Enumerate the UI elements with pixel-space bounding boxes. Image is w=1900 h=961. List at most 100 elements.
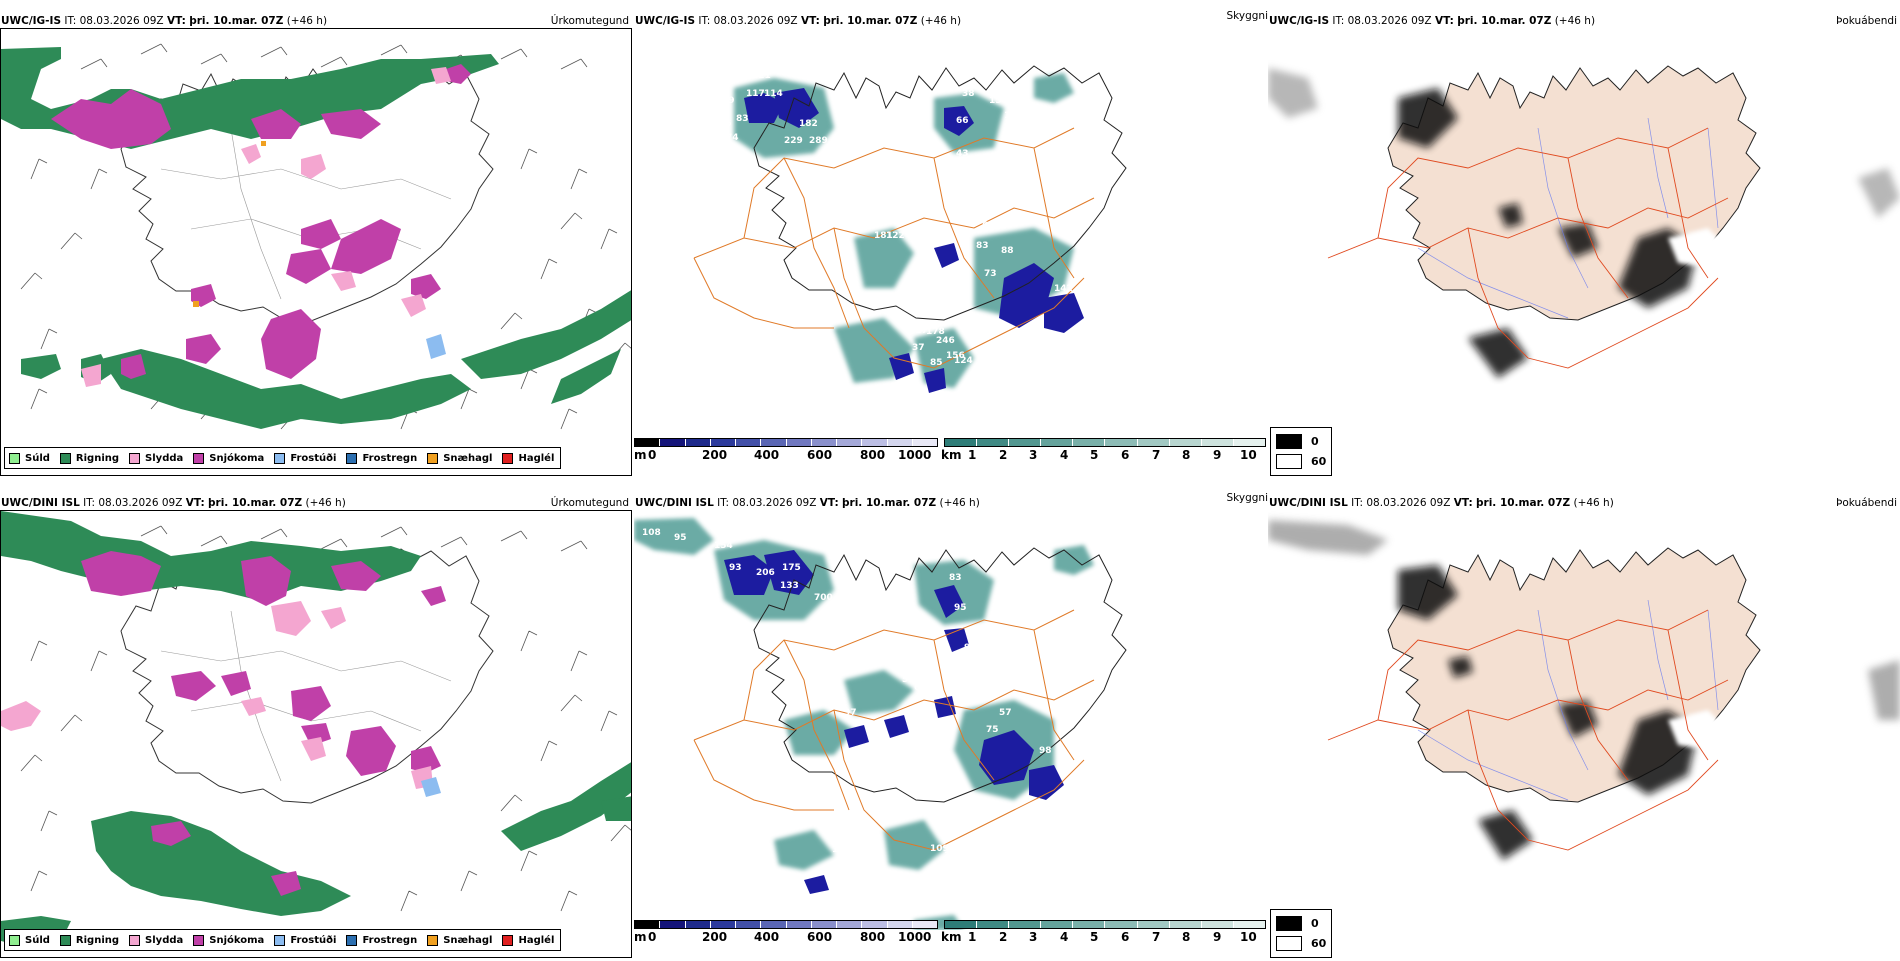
legend-label: Frostregn [362,452,418,464]
colorbar-tick: 2 [999,930,1008,944]
colorbar-segment [1169,921,1202,928]
ice-pellet-areas [193,141,266,307]
colorbar-segment [1041,439,1074,446]
cloud-value-label: 103 [969,206,988,216]
colorbar-segment [945,921,978,928]
cloud-value-label: 41 [1058,758,1071,768]
fog-legend: 0 60 [1270,427,1332,476]
model-name: UWC/DINI ISL [1269,497,1348,509]
colorbar-tick: 10 [1240,930,1257,944]
cloud-value-label: 114 [764,89,783,99]
colorbar-unit: km [941,448,962,462]
cloud-value-label: 121 [752,71,771,81]
init-time: 08.03.2026 09Z [1366,497,1451,509]
colorbar-tick: 1 [968,930,977,944]
model-name: UWC/DINI ISL [635,497,714,509]
panel-title: Skyggni [1226,492,1269,504]
cloud-value-label: 55 [902,675,915,685]
vt-label: VT: [1453,497,1473,509]
legend-item-ice-pellets: Snæhagl [427,934,492,946]
it-label: IT: [698,15,711,27]
colorbar-tick: 8 [1182,930,1191,944]
colorbar-segment [811,439,837,446]
colorbar-tick: 2 [999,448,1008,462]
valid-time: þri. 10.mar. 07Z [1457,15,1552,27]
colorbar-tick: 400 [754,930,780,944]
legend-label: Snjókoma [209,452,265,464]
colorbar-segment [1233,439,1265,446]
colorbar-unit: km [941,930,962,944]
colorbar-unit: m [634,930,647,944]
init-time: 08.03.2026 09Z [98,497,183,509]
fog-legend-value: 60 [1311,455,1327,468]
cloud-value-label: 206 [756,568,775,578]
colorbar-segment [1105,439,1138,446]
fog-legend-item: 0 [1276,916,1319,931]
vt-label: VT: [819,497,839,509]
cloud-value-label: 77 [914,206,927,216]
cloud-value-label: 182 [799,119,818,129]
colorbar-tick: 1 [968,448,977,462]
colorbar-segment [837,439,863,446]
init-time: 08.03.2026 09Z [1347,15,1432,27]
visibility-colorbar-labels: km 1 2 3 4 5 6 7 8 9 10 [941,448,1266,462]
colorbar-segment [635,921,661,928]
cloud-value-label: 156 [946,351,965,361]
cloud-value-label: 162 [944,846,963,856]
legend-swatch [9,452,20,464]
fog-map [1268,510,1900,930]
panel-title: Skyggni [1226,10,1269,22]
cloud-value-label: 73 [984,269,997,279]
legend-label: Frostregn [362,934,418,946]
legend-swatch [129,934,141,946]
cloud-value-label: 361 [999,678,1018,688]
sleet-areas [1,601,433,789]
legend-swatch [502,934,514,946]
cloud-value-label: 83 [949,573,962,583]
colorbar-tick: 6 [1121,448,1130,462]
offshore-fog [1268,68,1900,218]
run-header: UWC/DINI ISL IT: 08.03.2026 09Z VT: þri.… [1,496,346,510]
cloud-value-label: 38 [962,89,975,99]
panel-title: Þokuábendi [1836,15,1897,27]
colorbar-tick: 7 [1152,930,1161,944]
it-label: IT: [64,15,77,27]
fog-legend-item: 60 [1276,454,1326,469]
legend-label: Snæhagl [443,452,493,464]
cloud-panel-top: UWC/IG-IS IT: 08.03.2026 09Z VT: þri. 10… [634,10,1268,479]
colorbar-segment [837,921,863,928]
colorbar-tick: 600 [807,448,833,462]
cloud-value-label: 95 [674,533,687,543]
colorbar-tick: 3 [1029,448,1038,462]
model-name: UWC/IG-IS [1269,15,1330,27]
colorbars: m 0 200 400 600 800 1000 km 1 2 3 4 5 6 … [634,920,1266,950]
colorbar-segment [1073,439,1106,446]
legend-swatch [193,452,205,464]
colorbar-segment [1201,921,1234,928]
roads [693,609,1095,851]
colorbar-segment [635,439,661,446]
init-time: 08.03.2026 09Z [732,497,817,509]
valid-time: þri. 10.mar. 07Z [1476,497,1571,509]
precip-map: Súld Rigning Slydda Snjókoma Frostúði Fr… [0,510,632,958]
cloud-value-label: 127 [909,326,928,336]
fog-legend-swatch [1276,916,1302,931]
cloud-value-label: 66 [956,116,969,126]
run-header: UWC/DINI ISL IT: 08.03.2026 09Z VT: þri.… [1269,496,1614,510]
legend-item-sleet: Slydda [129,452,183,464]
cloud-value-label: 97 [844,708,857,718]
colorbar-tick: 1000 [898,448,932,462]
legend-item-hail: Haglél [502,452,554,464]
legend-item-ice-pellets: Snæhagl [427,452,493,464]
colorbar-segment [1137,921,1170,928]
freezing-drizzle-areas [421,777,441,797]
colorbar-tick: 9 [1213,930,1222,944]
init-time: 08.03.2026 09Z [713,15,798,27]
colorbar-segment [1233,921,1265,928]
cloud-value-label: 117 [746,89,765,99]
model-name: UWC/IG-IS [635,15,696,27]
run-header: UWC/DINI ISL IT: 08.03.2026 09Z VT: þri.… [635,496,980,510]
cloud-value-label: 229 [784,136,803,146]
colorbar-segment [1009,439,1042,446]
colorbar-unit: m [634,448,647,462]
